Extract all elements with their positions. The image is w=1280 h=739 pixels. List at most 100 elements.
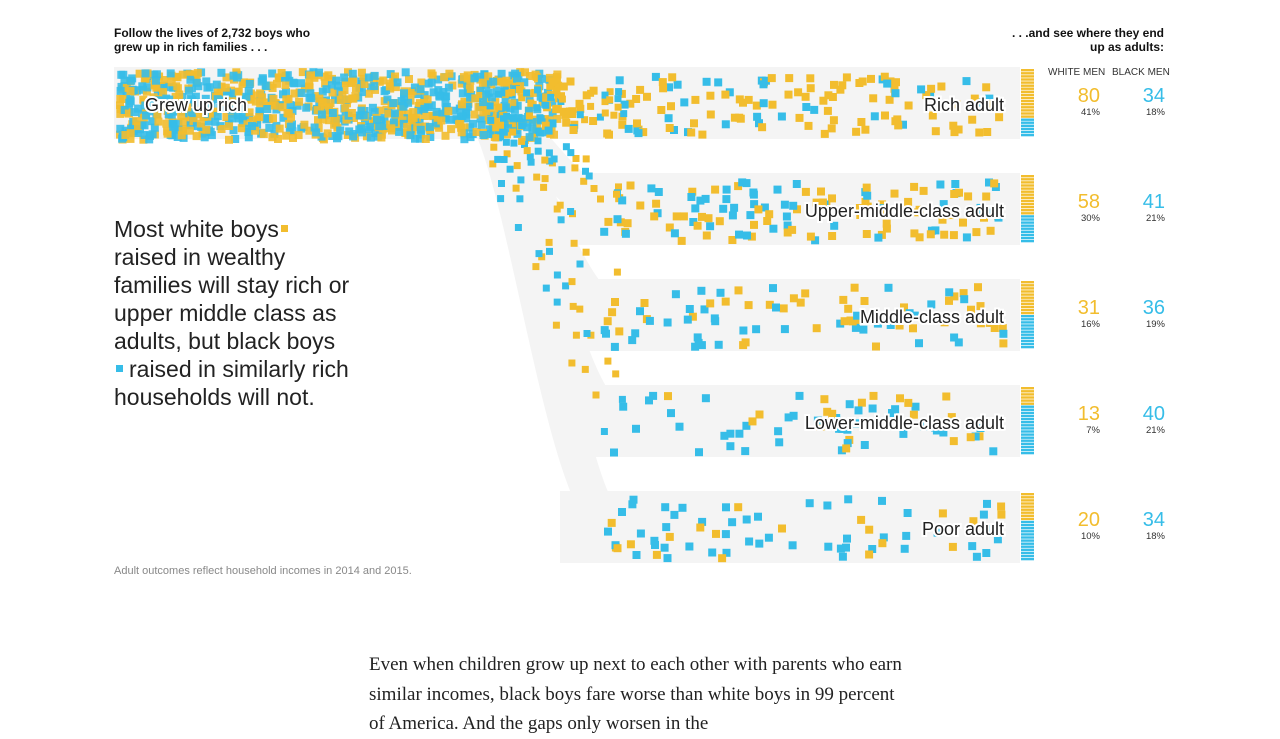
outcome-boy-mark bbox=[663, 554, 672, 563]
outcome-boy-mark bbox=[819, 96, 828, 105]
source-boy-mark bbox=[289, 134, 297, 142]
outcome-boy-mark bbox=[665, 532, 674, 541]
outcome-boy-mark bbox=[645, 396, 653, 405]
source-boy-mark bbox=[298, 68, 307, 77]
stack-bar-mark bbox=[1021, 112, 1034, 115]
outcome-boy-mark bbox=[698, 517, 707, 526]
outcome-boy-mark bbox=[636, 529, 645, 538]
outcome-boy-mark bbox=[673, 80, 682, 89]
outcome-boy-mark bbox=[882, 224, 891, 233]
column-header-black: BLACK MEN bbox=[1112, 67, 1170, 78]
outcome-boy-mark bbox=[911, 402, 920, 411]
source-boy-mark bbox=[213, 112, 222, 121]
stack-bar-mark bbox=[1021, 557, 1034, 561]
outcome-boy-mark bbox=[668, 73, 677, 82]
source-boy-mark bbox=[323, 129, 332, 138]
outcome-boy-mark bbox=[618, 120, 627, 129]
header-left-line1: Follow the lives of 2,732 boys who bbox=[114, 26, 311, 40]
outcome-boy-mark bbox=[679, 212, 688, 221]
outcome-boy-mark bbox=[687, 193, 696, 201]
source-boy-mark bbox=[420, 91, 429, 100]
stack-bar-mark bbox=[1021, 236, 1034, 240]
stack-bar-mark bbox=[1021, 96, 1034, 100]
stack-bar-mark bbox=[1021, 345, 1034, 349]
stack-bar-mark bbox=[1021, 430, 1034, 433]
stack-bar-mark bbox=[1021, 339, 1034, 343]
transition-boy-mark bbox=[512, 184, 520, 192]
source-boy-mark bbox=[420, 104, 429, 113]
source-boy-mark bbox=[344, 68, 352, 77]
outcome-boy-mark bbox=[645, 316, 654, 325]
source-boy-mark bbox=[178, 70, 187, 79]
outcome-boy-mark bbox=[910, 311, 919, 320]
outcome-boy-mark bbox=[931, 127, 940, 136]
source-boy-mark bbox=[528, 118, 537, 127]
outcome-label: Middle-class adult bbox=[860, 307, 1004, 327]
source-boy-mark bbox=[511, 79, 520, 88]
outcome-boy-mark bbox=[721, 530, 730, 539]
outcome-boy-mark bbox=[932, 426, 941, 435]
stack-bar-mark bbox=[1021, 417, 1034, 421]
source-boy-mark bbox=[457, 128, 466, 137]
source-boy-mark bbox=[258, 93, 267, 102]
source-boy-mark bbox=[300, 120, 309, 129]
stack-bar-mark bbox=[1021, 308, 1034, 312]
stack-bar-mark bbox=[1021, 336, 1034, 339]
outcome-boy-mark bbox=[964, 192, 973, 201]
source-boy-mark bbox=[525, 133, 534, 142]
outcome-boy-mark bbox=[971, 432, 980, 441]
stack-bar-mark bbox=[1021, 284, 1034, 287]
outcome-boy-mark bbox=[811, 236, 820, 245]
source-boy-mark bbox=[281, 71, 290, 80]
source-boy-mark bbox=[185, 126, 194, 135]
white-men-stat: 80 41% bbox=[1040, 85, 1100, 119]
outcome-boy-mark bbox=[842, 73, 851, 82]
outcome-boy-mark bbox=[927, 84, 936, 93]
transition-boy-mark bbox=[532, 263, 540, 271]
source-boy-mark bbox=[179, 117, 188, 126]
outcome-boy-mark bbox=[632, 424, 640, 433]
transition-boy-mark bbox=[489, 160, 497, 168]
outcome-boy-mark bbox=[862, 230, 871, 238]
stack-bar-mark bbox=[1021, 411, 1034, 415]
outcome-boy-mark bbox=[706, 222, 715, 231]
stack-bar-mark bbox=[1021, 399, 1034, 402]
source-boy-mark bbox=[466, 133, 475, 142]
outcome-boy-mark bbox=[828, 194, 836, 203]
transition-boy-mark bbox=[553, 298, 561, 306]
outcome-boy-mark bbox=[741, 447, 750, 456]
outcome-boy-mark bbox=[690, 119, 698, 128]
source-boy-mark bbox=[176, 102, 185, 110]
lede-part1: Most white boys bbox=[114, 216, 279, 242]
source-boy-mark bbox=[244, 87, 253, 96]
white-men-count: 80 bbox=[1077, 85, 1100, 107]
outcome-boy-mark bbox=[702, 231, 711, 240]
transition-boy-mark bbox=[533, 173, 541, 181]
source-boy-mark bbox=[178, 126, 187, 135]
source-boy-mark bbox=[479, 98, 488, 107]
white-men-percent: 10% bbox=[1080, 531, 1100, 542]
outcome-boy-mark bbox=[624, 124, 633, 133]
source-boy-mark bbox=[389, 99, 398, 108]
stack-bar-mark bbox=[1021, 115, 1034, 118]
outcome-boy-mark bbox=[774, 427, 783, 436]
outcome-boy-mark bbox=[944, 418, 953, 427]
source-boy-mark bbox=[536, 128, 545, 137]
stack-bar-mark bbox=[1021, 299, 1034, 302]
outcome-boy-mark bbox=[734, 503, 743, 512]
black-men-count: 34 bbox=[1142, 85, 1165, 107]
outcome-boy-mark bbox=[947, 413, 956, 422]
stack-bar-mark bbox=[1021, 499, 1034, 502]
flow-chart: Rich adult Upper-middle-class adult Middle… bbox=[114, 67, 1034, 563]
transition-boy-mark bbox=[506, 165, 514, 173]
outcome-boy-mark bbox=[910, 229, 919, 238]
source-boy-mark bbox=[325, 103, 333, 112]
outcome-boy-mark bbox=[784, 90, 793, 99]
transition-boy-mark bbox=[610, 111, 618, 119]
outcome-boy-mark bbox=[812, 198, 821, 207]
source-boy-mark bbox=[340, 73, 349, 82]
transition-boy-mark bbox=[500, 156, 508, 163]
transition-boy-mark bbox=[541, 175, 549, 183]
column-header-white: WHITE MEN bbox=[1048, 67, 1106, 78]
source-boy-mark bbox=[225, 122, 234, 130]
